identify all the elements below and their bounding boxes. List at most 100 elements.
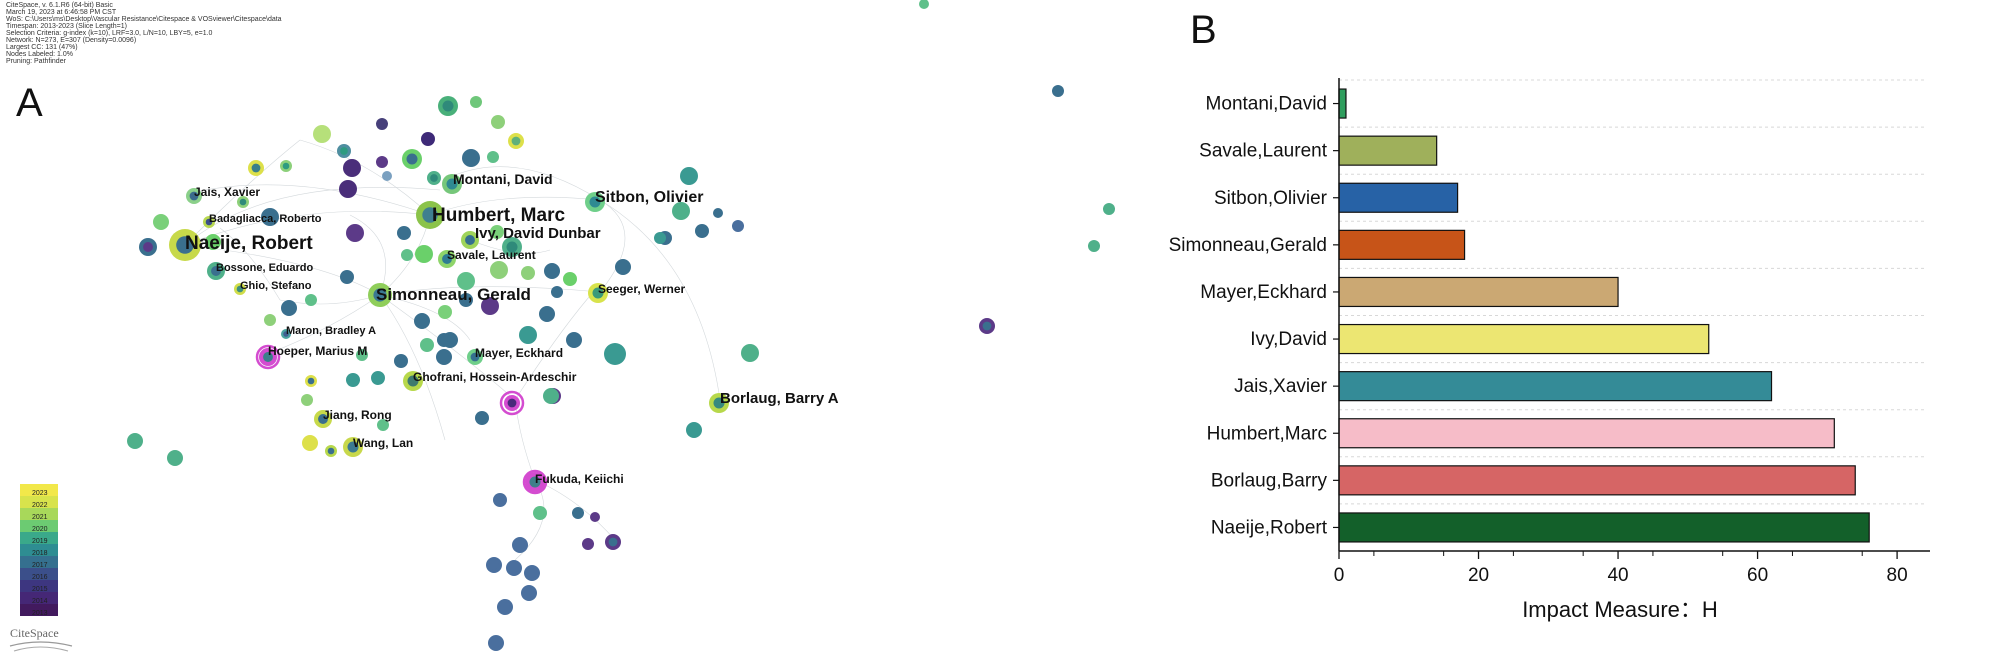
network-node-core	[441, 308, 449, 316]
network-node-core	[592, 514, 598, 520]
network-node-core	[713, 397, 725, 409]
bar-sitbon-olivier	[1338, 182, 1459, 213]
y-tick-label: Mayer,Eckhard	[1200, 282, 1327, 303]
network-node-core	[461, 276, 471, 286]
network-node-core	[553, 288, 561, 296]
legend-swatch	[20, 568, 58, 580]
node-label: Wang, Lan	[353, 436, 413, 450]
network-node-core	[440, 336, 448, 344]
burst-ring	[522, 469, 548, 495]
node-label: Jiang, Rong	[323, 408, 392, 422]
chart-x-ticks: 0 20 40 60 80	[1334, 551, 1908, 586]
legend-swatch	[20, 520, 58, 532]
node-label: Naeije, Robert	[185, 233, 313, 254]
legend-year: 2017	[32, 562, 48, 569]
network-node-core	[507, 398, 517, 408]
bar-savale-laurent	[1338, 135, 1438, 166]
legend-year: 2023	[32, 490, 48, 497]
network-node-core	[734, 222, 742, 230]
network-node-core	[305, 438, 315, 448]
network-node-core	[462, 296, 470, 304]
network-node-core	[422, 207, 438, 223]
bar-simonneau-gerald	[1338, 229, 1466, 260]
legend-year: 2019	[32, 538, 48, 545]
network-node-core	[442, 254, 452, 264]
legend-swatch	[20, 592, 58, 604]
network-node-core	[466, 153, 476, 163]
network-node-core	[494, 265, 504, 275]
network-node-core	[378, 158, 386, 166]
chart-axes	[1338, 78, 1930, 552]
network-node-core	[251, 163, 261, 173]
bar-naeije-robert	[1338, 512, 1870, 543]
network-node-core	[358, 351, 366, 359]
network-node-core	[500, 602, 510, 612]
network-node-core	[536, 509, 544, 517]
legend-year: 2013	[32, 610, 48, 617]
panel-letter-b: B	[1190, 8, 1217, 52]
network-node-core	[574, 509, 582, 517]
legend-year: 2022	[32, 502, 48, 509]
network-node-core	[485, 301, 495, 311]
y-tick-label: Ivy,David	[1250, 329, 1327, 350]
network-node-core	[156, 217, 166, 227]
network-node-core	[406, 153, 418, 165]
meta-line: Timespan: 2013-2023 (Slice Length=1)	[6, 23, 127, 30]
network-node-core	[130, 436, 140, 446]
network-node-core	[547, 266, 557, 276]
network-node-core	[317, 129, 327, 139]
node-label: Savale, Laurent	[447, 248, 536, 262]
network-node-core	[515, 540, 525, 550]
network-node-core	[347, 163, 357, 173]
network-node-core	[506, 241, 518, 253]
network-node-core	[170, 453, 180, 463]
network-node-core	[327, 447, 335, 455]
meta-line: Selection Criteria: g-index (k=10), LRF=…	[6, 30, 213, 37]
network-node-core	[236, 285, 244, 293]
legend-swatch	[20, 496, 58, 508]
x-tick-label: 20	[1468, 565, 1489, 586]
network-node-core	[373, 288, 387, 302]
bar-borlaug-barry	[1338, 465, 1856, 496]
legend-year: 2014	[32, 598, 48, 605]
network-node-core	[417, 316, 427, 326]
network-node-core	[608, 347, 622, 361]
logo-text: CiteSpace	[10, 626, 59, 640]
meta-line: WoS: C:\Users\ms\Desktop\Vascular Resist…	[6, 16, 282, 23]
network-node-core	[143, 242, 153, 252]
network-node-core	[403, 251, 411, 259]
node-label: Montani, David	[453, 171, 553, 187]
meta-line: March 19, 2023 at 6:46:58 PM CST	[6, 9, 117, 16]
network-node-core	[982, 321, 992, 331]
network-node-core	[1054, 87, 1062, 95]
y-tick-label: Naeije,Robert	[1211, 517, 1328, 538]
network-node-core	[491, 638, 501, 648]
network-node-core	[546, 391, 556, 401]
y-tick-label: Simonneau,Gerald	[1169, 235, 1327, 256]
network-node-core	[511, 136, 521, 146]
logo-book-icon	[9, 641, 73, 647]
network-node-core	[318, 414, 328, 424]
meta-line: Pruning: Pathfinder	[6, 58, 67, 65]
meta-line: Network: N=273, E=307 (Density=0.0096)	[6, 37, 136, 44]
network-node-core	[419, 249, 429, 259]
node-label: Mayer, Eckhard	[475, 346, 563, 360]
y-tick-label: Jais,Xavier	[1234, 376, 1328, 397]
legend-swatch	[20, 604, 58, 616]
network-node-core	[496, 496, 504, 504]
network-node-core	[715, 210, 721, 216]
network-node-core	[684, 171, 694, 181]
x-tick-label: 80	[1887, 565, 1908, 586]
chart-y-tick-labels: Naeije,Robert Borlaug,Barry Humbert,Marc Ja…	[1169, 94, 1339, 538]
network-node-core	[343, 273, 351, 281]
burst-ring	[255, 344, 281, 370]
logo-book-icon	[13, 646, 69, 652]
network-node-core	[584, 540, 592, 548]
network-node-core	[1090, 242, 1098, 250]
x-tick-label: 40	[1607, 565, 1628, 586]
network-node-core	[208, 237, 218, 247]
node-label: Maron, Bradley A	[286, 325, 376, 337]
network-node-core	[430, 174, 438, 182]
x-axis-label: Impact Measure：H	[1522, 597, 1718, 622]
legend-swatch	[20, 508, 58, 520]
